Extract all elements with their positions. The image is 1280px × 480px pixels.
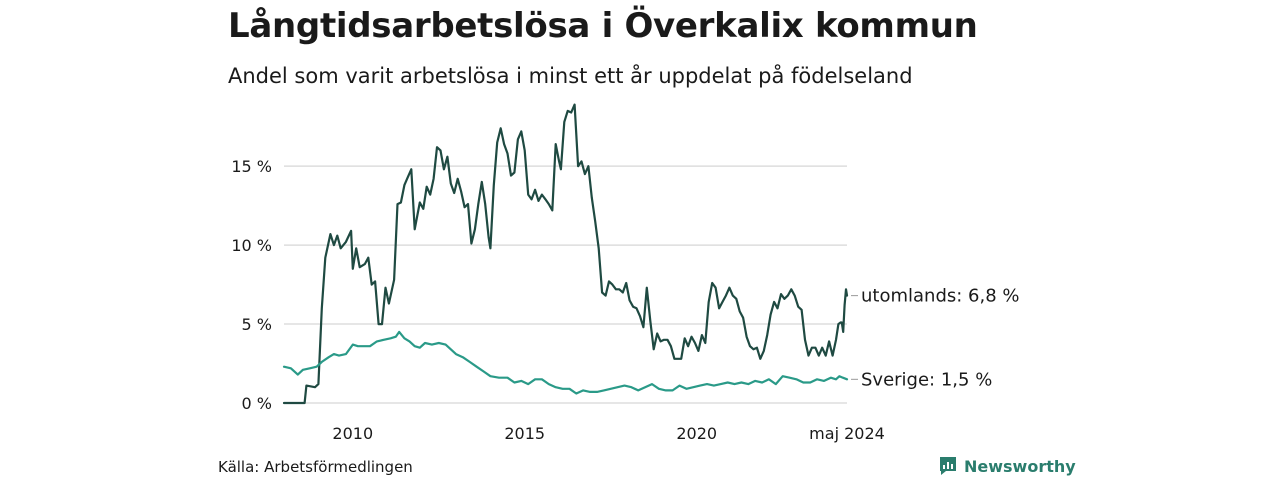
end-label-utomlands: utomlands: 6,8 % [861,286,1020,307]
chart-title: Långtidsarbetslösa i Överkalix kommun [228,6,978,46]
chart-subtitle: Andel som varit arbetslösa i minst ett å… [228,64,913,88]
x-tick-label: 2015 [504,424,545,443]
y-tick-label: 5 % [242,315,272,334]
source-note: Källa: Arbetsförmedlingen [218,458,413,476]
newsworthy-icon [940,457,956,475]
brand-name: Newsworthy [964,456,1076,476]
series-line-sverige [282,330,849,395]
end-label-sverige: Sverige: 1,5 % [861,369,992,390]
y-axis: 0 % 5 % 10 % 15 % [231,157,272,413]
grid-lines [284,165,847,404]
x-tick-label: 2020 [676,424,717,443]
brand-logo: Newsworthy [938,456,1076,476]
y-tick-label: 0 % [242,394,272,413]
x-tick-label: 2010 [332,424,373,443]
series-line-utomlands [282,103,849,405]
series-group [282,103,849,405]
y-tick-label: 10 % [231,236,272,255]
x-axis: 2010 2015 2020 maj 2024 [332,424,884,443]
end-labels: utomlands: 6,8 % Sverige: 1,5 % [851,286,1020,390]
y-tick-label: 15 % [231,157,272,176]
x-tick-label: maj 2024 [809,424,885,443]
